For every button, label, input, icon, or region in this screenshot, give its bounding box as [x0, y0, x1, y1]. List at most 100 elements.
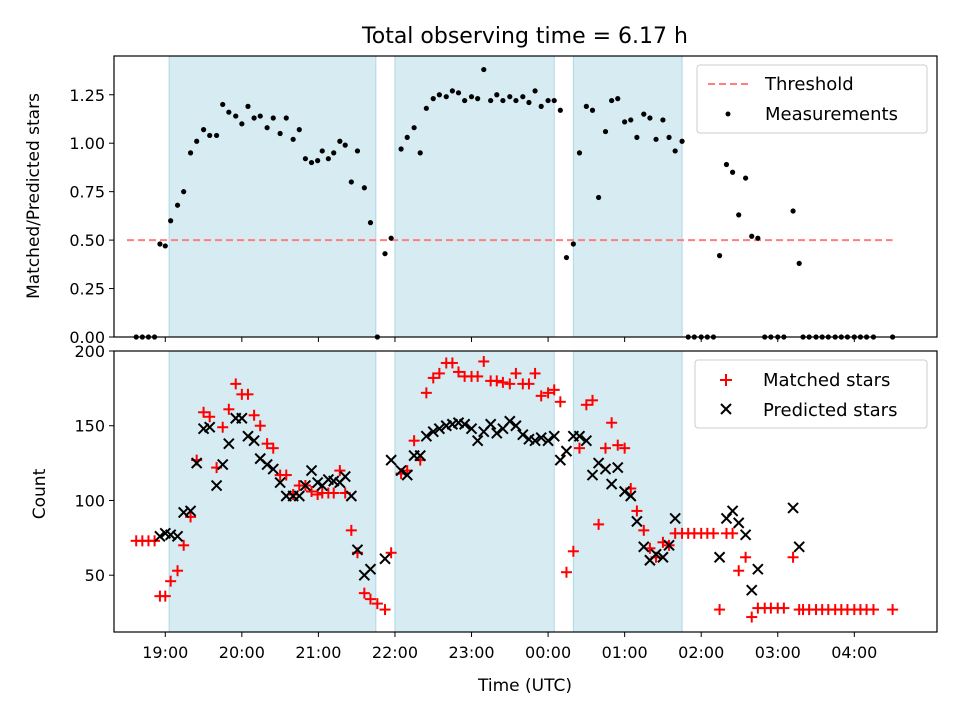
- predicted-stars-point: [631, 515, 643, 528]
- predicted-stars-point: [625, 490, 637, 502]
- measurements-point: [796, 260, 802, 266]
- measurements-point: [596, 194, 602, 201]
- count-panel: 19:00 20:00 21:00 22:00 23:00 00:00 01:00 02:00…: [30, 342, 938, 696]
- y-axis-label-top: Matched/Predicted stars: [24, 93, 44, 299]
- measurements-point: [302, 156, 308, 162]
- measurements-point: [382, 251, 388, 257]
- measurements-point: [449, 88, 455, 94]
- matched-stars-point: [573, 442, 585, 454]
- y-tick-label: 200: [74, 342, 105, 361]
- matched-stars-point: [217, 421, 229, 433]
- predicted-stars-point: [787, 502, 799, 514]
- measurements-point: [526, 99, 532, 106]
- matched-stars-point: [529, 367, 541, 379]
- measurements-point: [653, 136, 659, 142]
- measurements-point: [233, 113, 239, 119]
- legend-threshold-label: Threshold: [764, 74, 854, 95]
- matched-stars-point: [385, 547, 397, 559]
- predicted-stars-point: [203, 421, 216, 433]
- predicted-stars-point: [364, 563, 377, 575]
- predicted-stars-point: [517, 428, 529, 441]
- measurements-point: [398, 146, 404, 152]
- y-tick-label: 1.00: [69, 134, 105, 153]
- measurements-point: [628, 117, 634, 123]
- measurements-point: [641, 111, 647, 117]
- measurements-point: [557, 107, 563, 113]
- measurements-point: [455, 90, 462, 96]
- predicted-stars-point: [573, 430, 586, 442]
- matched-stars-point: [408, 435, 420, 447]
- predicted-stars-point: [510, 420, 522, 432]
- matched-stars-point: [887, 604, 899, 616]
- predicted-stars-point: [414, 449, 426, 462]
- measurements-point: [308, 159, 315, 166]
- matched-stars-point: [497, 376, 509, 388]
- matched-stars-point: [328, 487, 340, 499]
- predicted-stars-point: [345, 490, 358, 502]
- measurements-point: [729, 169, 736, 175]
- measurements-point: [200, 127, 207, 133]
- measurements-point: [404, 134, 410, 140]
- predicted-stars-point: [385, 454, 397, 466]
- x-axis-label: Time (UTC): [477, 676, 572, 696]
- measurements-point: [411, 125, 417, 131]
- predicted-stars-point: [529, 434, 541, 447]
- measurements-point: [570, 241, 576, 247]
- measurements-point: [576, 150, 583, 156]
- measurements-point: [361, 185, 367, 191]
- matched-stars-point: [379, 604, 391, 616]
- x-tick-label: 02:00: [678, 643, 724, 662]
- matched-stars-point: [510, 367, 522, 379]
- matched-stars-point: [554, 396, 566, 408]
- measurements-point: [342, 142, 348, 148]
- matched-stars-point: [446, 357, 458, 369]
- matched-stars-point: [345, 524, 357, 536]
- matched-stars-point: [204, 411, 216, 423]
- measurements-point: [609, 97, 615, 104]
- measurements-point: [187, 150, 194, 156]
- matched-stars-point: [535, 390, 547, 402]
- measurements-point: [207, 132, 213, 139]
- predicted-stars-point: [471, 434, 484, 447]
- matched-stars-point: [778, 602, 790, 614]
- predicted-stars-point: [299, 479, 312, 492]
- y-tick-label: 1.25: [69, 86, 105, 105]
- measurements-point: [660, 117, 666, 123]
- measurements-point: [602, 128, 609, 135]
- predicted-stars-point: [580, 434, 593, 447]
- legend-frame: [696, 64, 928, 134]
- predicted-stars-point: [491, 427, 503, 439]
- matched-stars-point: [178, 539, 190, 551]
- measurements-point: [513, 97, 519, 104]
- legend-predicted-swatch: [720, 403, 732, 415]
- predicted-stars-point: [223, 437, 235, 450]
- matched-stars-point: [159, 590, 171, 602]
- measurements-point: [239, 121, 245, 127]
- measurements-point: [583, 103, 589, 109]
- predicted-stars-point: [733, 517, 745, 529]
- predicted-stars-point: [242, 430, 254, 442]
- predicted-stars-point: [379, 553, 391, 565]
- predicted-stars-point: [713, 551, 726, 563]
- predicted-stars-point: [171, 530, 184, 543]
- predicted-stars-point: [548, 430, 560, 442]
- predicted-stars-point: [305, 464, 318, 477]
- measurements-point: [430, 96, 436, 102]
- predicted-stars-point: [210, 479, 223, 492]
- measurements-point: [277, 130, 283, 137]
- matched-stars-point: [280, 469, 292, 481]
- matched-stars-point: [248, 409, 260, 421]
- predicted-stars-point: [663, 539, 675, 552]
- measurements-point: [213, 132, 220, 139]
- predicted-stars-point: [395, 464, 407, 477]
- predicted-stars-point: [586, 469, 599, 481]
- measurements-point: [423, 105, 429, 111]
- matched-stars-point: [433, 367, 445, 379]
- plot-frame: [113, 350, 938, 633]
- x-tick-label: 03:00: [755, 643, 801, 662]
- predicted-stars-point: [739, 529, 752, 541]
- measurements-point: [743, 175, 749, 181]
- predicted-stars-point: [535, 431, 547, 444]
- predicted-stars-point: [669, 512, 681, 525]
